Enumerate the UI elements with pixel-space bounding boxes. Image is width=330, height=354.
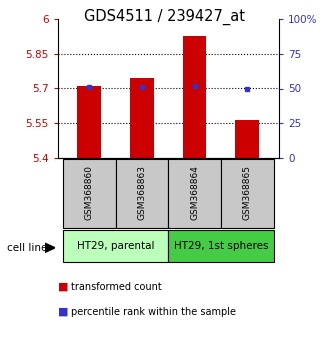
Bar (235, 120, 259, 158)
Text: GSM368863: GSM368863 (138, 165, 147, 220)
Text: GSM368865: GSM368865 (243, 165, 252, 220)
Text: HT29, 1st spheres: HT29, 1st spheres (174, 241, 268, 251)
Bar (183, 36, 207, 158)
Polygon shape (45, 243, 55, 253)
Text: GSM368860: GSM368860 (85, 165, 94, 220)
Text: ■: ■ (58, 282, 68, 292)
Text: GDS4511 / 239427_at: GDS4511 / 239427_at (84, 9, 246, 25)
Bar (168, 230, 274, 262)
Bar (78, 86, 101, 158)
Bar (130, 78, 154, 158)
Text: transformed count: transformed count (71, 282, 162, 292)
Text: ■: ■ (58, 307, 68, 316)
Bar (63, 159, 116, 228)
Bar (115, 159, 168, 228)
Bar (63, 230, 168, 262)
Bar (168, 159, 221, 228)
Text: percentile rank within the sample: percentile rank within the sample (71, 307, 236, 316)
Text: GSM368864: GSM368864 (190, 165, 199, 220)
Text: cell line: cell line (7, 243, 47, 253)
Bar (221, 159, 274, 228)
Text: HT29, parental: HT29, parental (77, 241, 154, 251)
